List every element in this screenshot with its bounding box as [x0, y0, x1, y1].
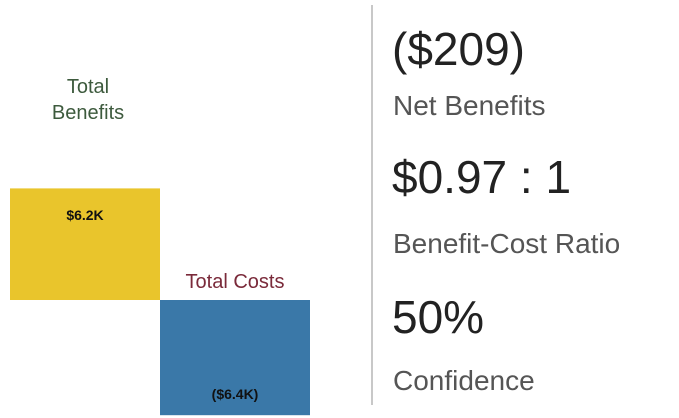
- kpi-label: Confidence: [393, 365, 535, 396]
- kpi-value: ($209): [392, 23, 525, 75]
- category-label: Total Costs: [185, 271, 285, 293]
- chart: $6.2K ($6.4K): [10, 188, 310, 416]
- kpi-value: 50%: [392, 291, 485, 343]
- divider: [371, 5, 373, 405]
- data-label: $6.2K: [66, 207, 103, 223]
- kpi-value: $0.97 : 1: [392, 151, 572, 203]
- data-label: ($6.4K): [212, 386, 259, 402]
- bar: [160, 300, 310, 416]
- kpi-label: Benefit-Cost Ratio: [393, 228, 621, 259]
- category-label: Total Benefits: [51, 76, 125, 124]
- bar: [10, 188, 160, 300]
- kpi-label: Net Benefits: [393, 90, 546, 121]
